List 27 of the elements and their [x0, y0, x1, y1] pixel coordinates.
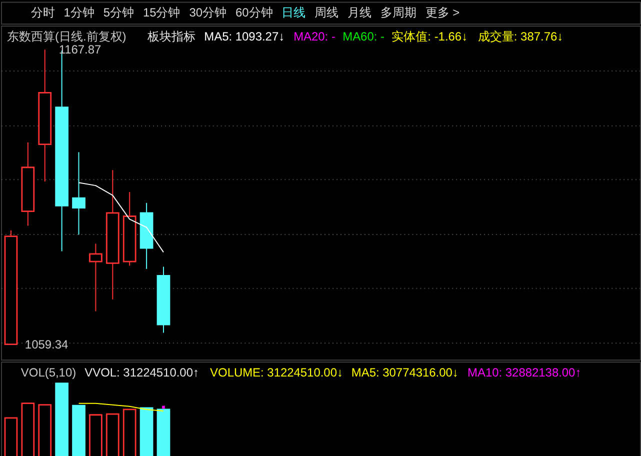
legend-label: MA20: - [294, 30, 336, 44]
annotation: 1059.34 [24, 337, 68, 352]
text: 多周期 [380, 6, 416, 20]
text: 周线 [314, 6, 339, 20]
text: 分时 [30, 6, 55, 20]
legend-label: MA60: - [342, 30, 384, 44]
text: MA10: 32882138.00↑ [468, 366, 582, 380]
chart-subtitle: VVOL: 31224510.00↑ [84, 366, 199, 380]
text: 60分钟 [235, 6, 273, 20]
text: 1分钟 [64, 6, 94, 20]
text: 30分钟 [189, 6, 227, 20]
text: VOLUME: 31224510.00↓ [210, 366, 343, 380]
text: 实体值: -1.66↓ [392, 30, 468, 44]
annotation: 1167.87 [58, 42, 102, 57]
candlestick [89, 243, 102, 312]
text: 月线 [348, 6, 372, 20]
chart-title: 东数西算(日线.前复权) [6, 30, 126, 44]
text: 15分钟 [142, 6, 180, 20]
text: 成交量: 387.76↓ [478, 30, 564, 44]
text: 5分钟 [103, 6, 134, 20]
text: MA5: 30774316.00↓ [351, 366, 458, 380]
candlestick [72, 152, 86, 236]
text: 更多 > [425, 6, 460, 20]
chart-title: VOL(5,10) [20, 366, 76, 380]
text: 日线 [282, 6, 306, 20]
chart-subtitle: 板块指标 [146, 30, 196, 44]
text: MA5: 1093.27↓ [204, 30, 285, 44]
